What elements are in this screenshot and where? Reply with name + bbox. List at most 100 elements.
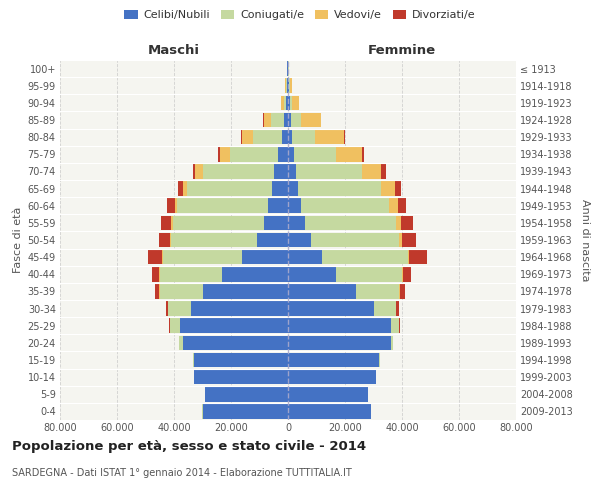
Bar (294, 147, 337, 162)
Bar (161, 216, 171, 230)
Bar (289, 78, 290, 93)
Bar (288, 216, 305, 230)
Bar (397, 302, 400, 316)
Bar (288, 147, 294, 162)
Bar (288, 318, 391, 333)
Bar (203, 284, 288, 298)
Bar (397, 216, 401, 230)
Bar (166, 302, 168, 316)
Bar (180, 318, 288, 333)
Bar (170, 232, 171, 248)
Bar (284, 112, 288, 128)
Bar (373, 302, 397, 316)
Bar (356, 284, 399, 298)
Bar (288, 404, 371, 418)
Bar (171, 216, 173, 230)
Bar (290, 78, 292, 93)
Bar (282, 130, 288, 144)
Bar (218, 147, 220, 162)
Bar (242, 130, 253, 144)
Bar (284, 96, 286, 110)
Bar (274, 164, 288, 178)
Bar (187, 182, 272, 196)
Bar (288, 250, 322, 264)
Bar (391, 336, 393, 350)
Bar (399, 318, 400, 333)
Bar (205, 387, 288, 402)
Bar (296, 164, 362, 178)
Bar (292, 96, 299, 110)
Bar (287, 78, 288, 93)
Bar (163, 250, 242, 264)
Bar (288, 302, 373, 316)
Bar (257, 232, 288, 248)
Bar (281, 96, 284, 110)
Bar (286, 78, 287, 93)
Bar (288, 284, 356, 298)
Text: Maschi: Maschi (148, 44, 200, 57)
Text: Femmine: Femmine (368, 44, 436, 57)
Bar (168, 302, 191, 316)
Bar (285, 78, 286, 93)
Text: SARDEGNA - Dati ISTAT 1° gennaio 2014 - Elaborazione TUTTITALIA.IT: SARDEGNA - Dati ISTAT 1° gennaio 2014 - … (12, 468, 352, 477)
Bar (160, 284, 203, 298)
Bar (337, 267, 402, 281)
Bar (288, 182, 298, 196)
Bar (402, 232, 416, 248)
Bar (288, 112, 291, 128)
Bar (268, 198, 288, 213)
Bar (398, 198, 406, 213)
Bar (315, 130, 344, 144)
Bar (160, 267, 223, 281)
Bar (288, 78, 289, 93)
Bar (179, 336, 182, 350)
Bar (288, 352, 379, 368)
Bar (301, 198, 389, 213)
Bar (408, 250, 409, 264)
Bar (182, 336, 288, 350)
Bar (264, 216, 288, 230)
Y-axis label: Fasce di età: Fasce di età (13, 207, 23, 273)
Bar (402, 267, 403, 281)
Bar (264, 112, 271, 128)
Bar (171, 232, 257, 248)
Bar (271, 112, 284, 128)
Bar (291, 112, 301, 128)
Legend: Celibi/Nubili, Coniugati/e, Vedovi/e, Divorziati/e: Celibi/Nubili, Coniugati/e, Vedovi/e, Di… (120, 6, 480, 25)
Bar (288, 387, 368, 402)
Bar (177, 198, 268, 213)
Y-axis label: Anni di nascita: Anni di nascita (580, 198, 590, 281)
Bar (311, 232, 399, 248)
Bar (220, 147, 230, 162)
Bar (223, 267, 288, 281)
Bar (167, 198, 175, 213)
Bar (196, 164, 203, 178)
Bar (400, 284, 405, 298)
Bar (344, 130, 345, 144)
Bar (292, 130, 315, 144)
Bar (191, 302, 288, 316)
Bar (389, 198, 398, 213)
Bar (253, 130, 282, 144)
Bar (203, 164, 274, 178)
Text: Popolazione per età, sesso e stato civile - 2014: Popolazione per età, sesso e stato civil… (12, 440, 366, 453)
Bar (272, 182, 288, 196)
Bar (230, 147, 278, 162)
Bar (409, 250, 427, 264)
Bar (170, 318, 180, 333)
Bar (148, 250, 162, 264)
Bar (155, 284, 160, 298)
Bar (288, 130, 292, 144)
Bar (242, 250, 288, 264)
Bar (382, 164, 386, 178)
Bar (401, 216, 413, 230)
Bar (193, 164, 196, 178)
Bar (362, 147, 364, 162)
Bar (278, 147, 288, 162)
Bar (178, 182, 182, 196)
Bar (152, 267, 160, 281)
Bar (286, 96, 288, 110)
Bar (298, 182, 380, 196)
Bar (288, 267, 337, 281)
Bar (399, 232, 402, 248)
